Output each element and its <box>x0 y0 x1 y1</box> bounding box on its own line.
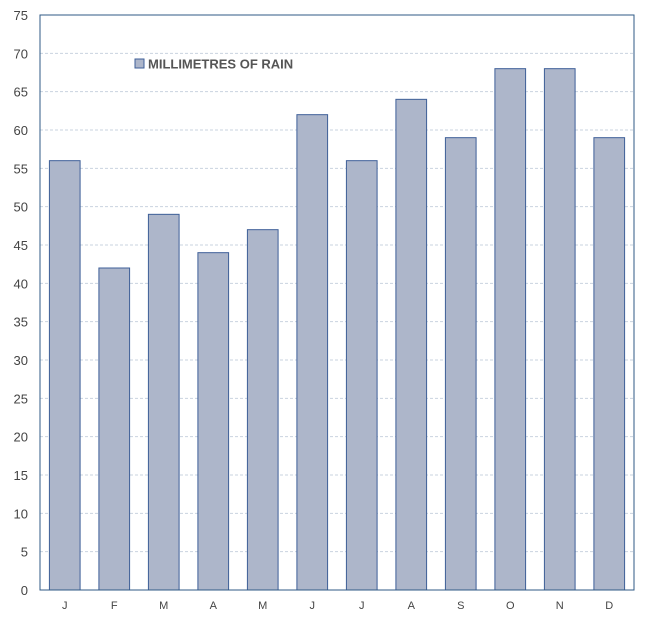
bars <box>48 68 626 591</box>
bar <box>543 68 576 591</box>
bar <box>197 252 230 591</box>
x-tick-label: M <box>159 600 168 612</box>
y-tick-label: 65 <box>14 85 28 100</box>
y-tick-label: 35 <box>14 315 28 330</box>
y-tick-label: 45 <box>14 238 28 253</box>
x-tick-label: S <box>457 600 464 612</box>
bar <box>98 267 131 591</box>
x-tick-label: O <box>506 600 515 612</box>
bar <box>246 229 279 591</box>
legend: MILLIMETRES OF RAIN <box>134 57 293 72</box>
x-tick-label: A <box>210 600 218 612</box>
bar <box>494 68 527 591</box>
y-tick-label: 55 <box>14 161 28 176</box>
y-tick-label: 60 <box>14 123 28 138</box>
y-tick-label: 10 <box>14 506 28 521</box>
y-tick-label: 15 <box>14 468 28 483</box>
y-tick-label: 40 <box>14 276 28 291</box>
bar <box>395 98 428 591</box>
bar <box>444 137 477 591</box>
y-tick-label: 5 <box>21 545 28 560</box>
y-tick-label: 20 <box>14 430 28 445</box>
bar <box>593 137 626 591</box>
x-tick-label: D <box>605 600 613 612</box>
bar <box>48 160 81 591</box>
y-tick-label: 50 <box>14 200 28 215</box>
x-tick-label: M <box>258 600 267 612</box>
x-tick-label: J <box>62 600 68 612</box>
legend-label: MILLIMETRES OF RAIN <box>148 57 293 72</box>
bar <box>296 114 329 591</box>
x-tick-label: A <box>408 600 416 612</box>
bar <box>147 213 180 591</box>
bar <box>345 160 378 591</box>
legend-swatch <box>134 58 145 69</box>
y-tick-label: 70 <box>14 46 28 61</box>
y-tick-label: 0 <box>21 583 28 598</box>
x-tick-label: J <box>310 600 316 612</box>
axes <box>39 14 635 591</box>
y-axis-tick-labels: 0 5 10 15 20 25 30 35 40 45 50 55 60 65 70 75 <box>14 8 28 598</box>
x-tick-label: J <box>359 600 365 612</box>
x-tick-label: N <box>556 600 564 612</box>
plot-frame <box>39 14 635 591</box>
x-tick-label: F <box>111 600 118 612</box>
y-tick-label: 75 <box>14 8 28 23</box>
y-tick-label: 25 <box>14 391 28 406</box>
y-tick-label: 30 <box>14 353 28 368</box>
